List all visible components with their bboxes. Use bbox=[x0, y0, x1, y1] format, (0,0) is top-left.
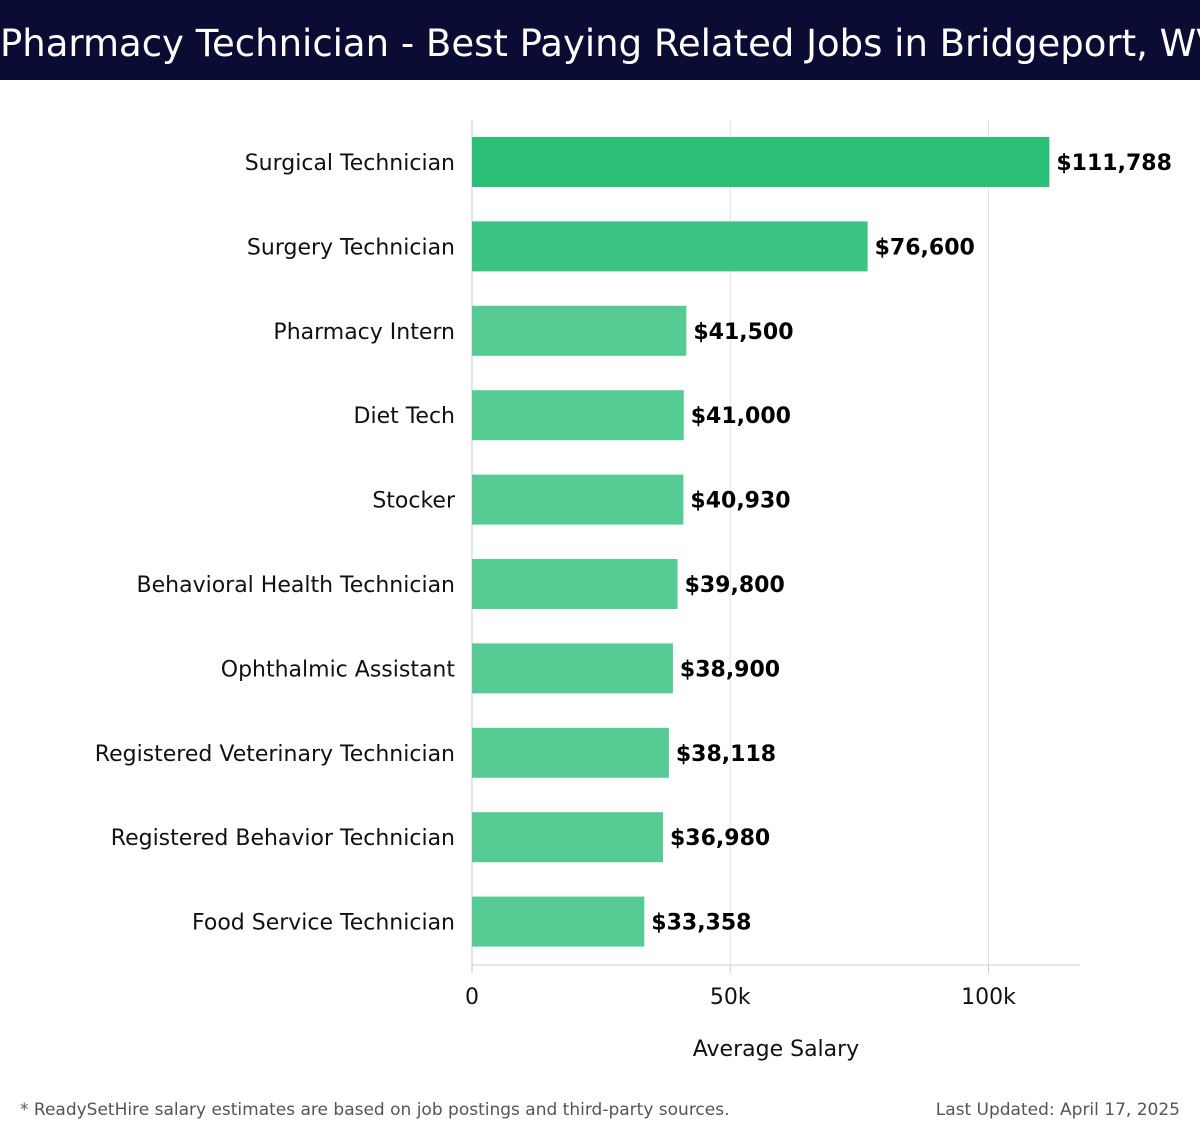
bar bbox=[472, 727, 669, 778]
value-label: $111,788 bbox=[1056, 151, 1172, 176]
x-tick-label: 0 bbox=[465, 985, 479, 1010]
footer-note: * ReadySetHire salary estimates are base… bbox=[20, 1100, 730, 1120]
bar bbox=[472, 305, 687, 356]
bar bbox=[472, 812, 664, 863]
bar bbox=[472, 137, 1050, 187]
chart-title: Pharmacy Technician - Best Paying Relate… bbox=[0, 22, 1200, 65]
category-label: Registered Veterinary Technician bbox=[95, 742, 455, 767]
value-label: $41,500 bbox=[693, 320, 793, 345]
value-label: $39,800 bbox=[685, 573, 785, 598]
value-label: $41,000 bbox=[691, 404, 791, 429]
bar-chart: 0 50k 100k Average Salary Surgical Technicia… bbox=[95, 120, 1172, 1062]
value-label: $38,900 bbox=[680, 657, 780, 682]
bar bbox=[472, 221, 868, 272]
category-label: Surgical Technician bbox=[245, 151, 455, 176]
bar bbox=[472, 643, 673, 694]
category-label: Pharmacy Intern bbox=[273, 320, 455, 345]
value-label: $33,358 bbox=[651, 911, 751, 936]
bar bbox=[472, 896, 645, 947]
bar bbox=[472, 474, 684, 525]
x-tick-label: 50k bbox=[710, 985, 751, 1010]
value-label: $76,600 bbox=[875, 235, 975, 260]
value-label: $40,930 bbox=[690, 489, 790, 514]
category-label: Stocker bbox=[372, 489, 456, 514]
category-label: Surgery Technician bbox=[247, 235, 455, 260]
last-updated-text: Last Updated: April 17, 2025 bbox=[935, 1100, 1180, 1120]
category-label: Ophthalmic Assistant bbox=[221, 657, 456, 682]
category-label: Diet Tech bbox=[354, 404, 455, 429]
bar bbox=[472, 559, 678, 609]
category-label: Registered Behavior Technician bbox=[111, 826, 455, 851]
category-label: Behavioral Health Technician bbox=[137, 573, 455, 598]
bar bbox=[472, 390, 684, 441]
category-label: Food Service Technician bbox=[192, 911, 455, 936]
value-label: $36,980 bbox=[670, 826, 770, 851]
chart-header: Pharmacy Technician - Best Paying Relate… bbox=[0, 0, 1200, 80]
value-label: $38,118 bbox=[676, 742, 776, 767]
x-axis-title: Average Salary bbox=[693, 1037, 859, 1062]
x-tick-label: 100k bbox=[961, 985, 1016, 1010]
